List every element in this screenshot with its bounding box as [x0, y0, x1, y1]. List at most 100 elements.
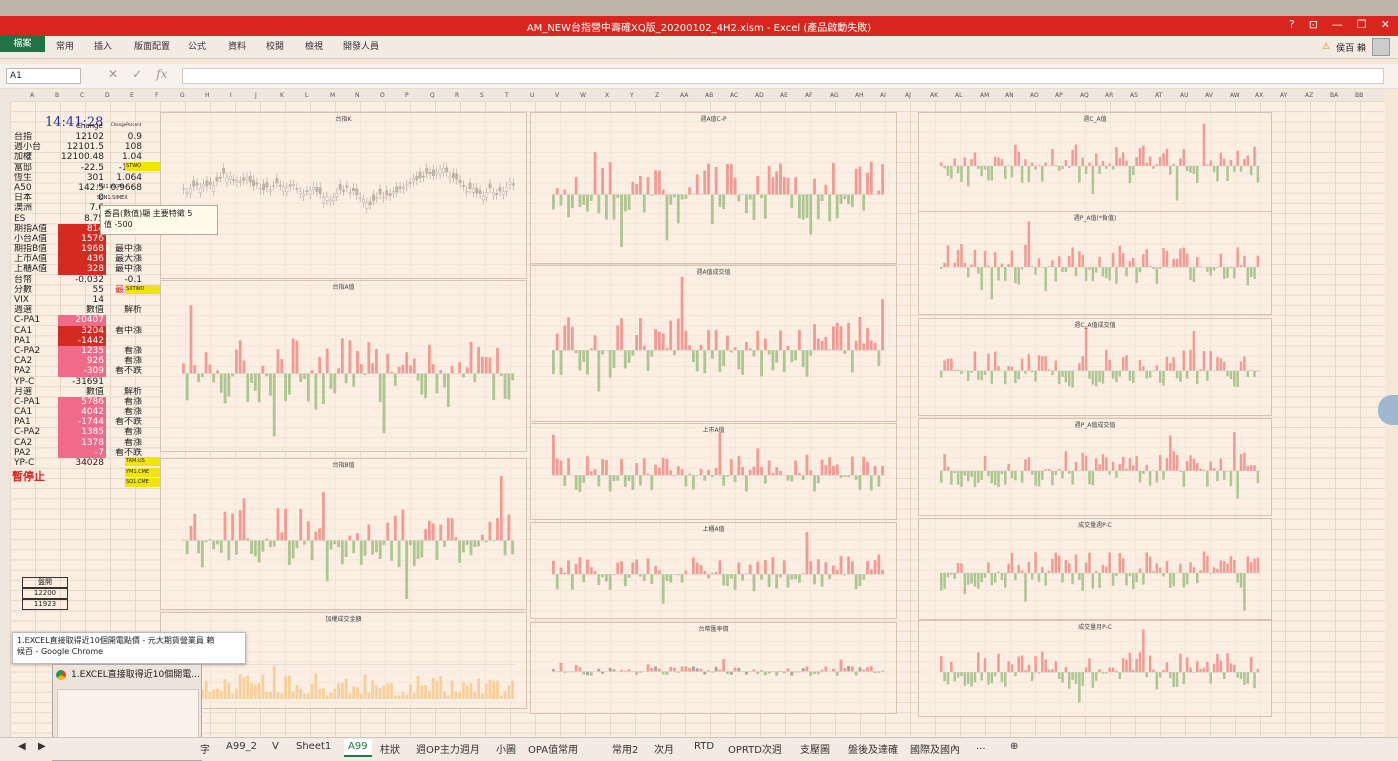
column-header[interactable]: W [580, 92, 586, 99]
column-header[interactable]: C [80, 92, 84, 99]
column-header[interactable]: AL [955, 92, 962, 99]
column-header[interactable]: AE [780, 92, 788, 99]
side-label[interactable]: TAM.US [125, 457, 160, 466]
column-header[interactable]: L [305, 92, 308, 99]
column-header[interactable]: X [605, 92, 609, 99]
table-cell[interactable]: 澳洲 [12, 203, 58, 213]
column-header[interactable]: S [480, 92, 484, 99]
restore-button[interactable]: ❐ [1357, 18, 1367, 31]
table-cell[interactable]: 最中漲 [106, 244, 144, 254]
table-cell[interactable]: 55 [58, 285, 106, 295]
column-header[interactable]: D [105, 92, 110, 99]
table-cell[interactable]: 看漲 [106, 346, 144, 356]
sheet-tab[interactable]: OPRTD次週 [728, 741, 782, 756]
table-cell[interactable]: 數值 [58, 305, 106, 315]
column-header[interactable]: U [530, 92, 534, 99]
table-cell[interactable]: 上市A值 [12, 254, 58, 264]
chart-panel[interactable]: 台幣匯率價 [530, 622, 897, 714]
column-header[interactable]: BB [1355, 92, 1363, 99]
column-header[interactable]: AS [1130, 92, 1138, 99]
chart-panel[interactable]: 成交量月P-C [918, 620, 1272, 717]
table-cell[interactable]: 12102 [58, 132, 106, 142]
ribbon-display-button[interactable]: ⊡ [1309, 18, 1318, 31]
table-cell[interactable]: 看不跌 [106, 366, 144, 376]
table-cell[interactable]: YP-C [12, 458, 58, 468]
sheet-tab[interactable]: 次月 [654, 741, 674, 756]
tab-review[interactable]: 校閱 [266, 39, 284, 52]
table-cell[interactable] [106, 295, 144, 305]
side-label[interactable]: SXTWO [125, 285, 160, 294]
tab-page-layout[interactable]: 版面配置 [134, 39, 170, 52]
table-cell[interactable]: 恆生 [12, 173, 58, 183]
sheet-tab[interactable]: A99 [344, 739, 372, 757]
table-cell[interactable]: 12101.5 [58, 142, 106, 152]
open-price-cell[interactable]: 12200 [22, 588, 68, 599]
open-price-cell[interactable]: 盤開 [22, 577, 68, 588]
side-label[interactable]: STWO [125, 162, 160, 171]
column-header[interactable]: P [405, 92, 409, 99]
tab-view[interactable]: 檢視 [305, 39, 323, 52]
table-cell[interactable]: C-PA1 [12, 315, 58, 325]
column-header[interactable]: I [230, 92, 232, 99]
column-header[interactable]: AV [1205, 92, 1213, 99]
function-icon[interactable]: fx [156, 67, 167, 81]
sheet-tab[interactable]: OPA值 [528, 741, 558, 756]
table-cell[interactable]: 328 [58, 264, 106, 274]
table-cell[interactable]: 最大漲 [106, 254, 144, 264]
sheet-tab[interactable]: 支壓圖 [800, 741, 830, 756]
table-cell[interactable]: 34028 [58, 458, 106, 468]
chart-panel[interactable]: 台指K [160, 112, 527, 279]
table-cell[interactable]: -1442 [58, 336, 106, 346]
column-header[interactable]: K [280, 92, 284, 99]
table-cell[interactable]: 分數 [12, 285, 58, 295]
minimize-button[interactable]: — [1332, 18, 1343, 31]
chart-panel[interactable]: 成交量週P-C [918, 518, 1272, 620]
table-cell[interactable]: 108 [106, 142, 144, 152]
table-cell[interactable]: -0.032 [58, 275, 106, 285]
table-cell[interactable]: 1968 [58, 244, 106, 254]
table-cell[interactable]: VIX [12, 295, 58, 305]
table-cell[interactable]: 20407 [58, 315, 106, 325]
sheet-tab[interactable]: 常用2 [612, 741, 638, 756]
column-header[interactable]: B [55, 92, 59, 99]
column-header[interactable]: V [555, 92, 559, 99]
table-cell[interactable]: CA2 [12, 356, 58, 366]
table-cell[interactable]: 8.75 [58, 214, 106, 224]
tab-home[interactable]: 常用 [56, 39, 74, 52]
name-box[interactable]: A1 [6, 68, 81, 84]
column-header[interactable]: AQ [1080, 92, 1089, 99]
table-cell[interactable]: A50 [12, 183, 58, 193]
side-label[interactable]: SCN1.SIMEX [96, 194, 131, 203]
chart-panel[interactable]: 週A值C-P [530, 112, 897, 264]
column-header[interactable]: AX [1255, 92, 1263, 99]
table-cell[interactable]: 週選 [12, 305, 58, 315]
table-cell[interactable]: -0.1 [106, 275, 144, 285]
chart-panel[interactable]: 台指B值 [160, 458, 527, 610]
table-cell[interactable]: 1235 [58, 346, 106, 356]
sheet-tab[interactable]: A99_2 [226, 741, 257, 752]
tab-formulas[interactable]: 公式 [188, 39, 206, 52]
column-header[interactable]: AR [1105, 92, 1113, 99]
table-cell[interactable]: CA1 [12, 407, 58, 417]
table-cell[interactable]: PA2 [12, 366, 58, 376]
column-header[interactable]: AM [980, 92, 989, 99]
table-cell[interactable]: 814 [58, 224, 106, 234]
table-cell[interactable]: 看不跌 [106, 417, 144, 427]
table-cell[interactable]: 看漲 [106, 397, 144, 407]
column-header[interactable]: AU [1180, 92, 1189, 99]
table-cell[interactable]: -7 [58, 448, 106, 458]
column-header[interactable]: AT [1155, 92, 1162, 99]
sheet-tab[interactable]: 常用 [558, 741, 578, 756]
sheet-tab[interactable]: Sheet1 [296, 741, 331, 752]
column-header[interactable]: AY [1280, 92, 1287, 99]
column-header[interactable]: AO [1030, 92, 1039, 99]
close-button[interactable]: ✕ [1381, 18, 1390, 31]
column-header[interactable]: N [355, 92, 360, 99]
table-cell[interactable]: YP-C [12, 377, 58, 387]
table-cell[interactable]: 0.9 [106, 132, 144, 142]
tab-file[interactable]: 檔案 [0, 36, 45, 52]
table-cell[interactable]: 週小台 [12, 142, 58, 152]
table-cell[interactable]: C-PA1 [12, 397, 58, 407]
chart-panel[interactable]: 週P_A值(*負值) [918, 211, 1272, 315]
column-header[interactable]: AW [1230, 92, 1240, 99]
